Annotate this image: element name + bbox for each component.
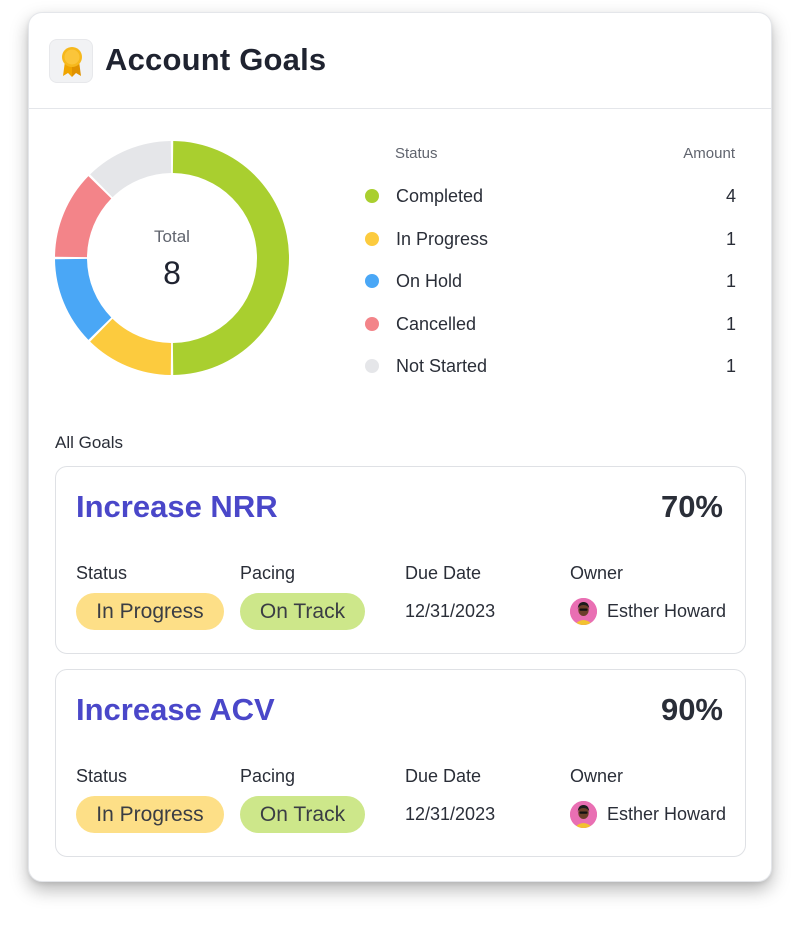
due-date: 12/31/2023 bbox=[405, 804, 496, 824]
legend-label: Completed bbox=[396, 186, 484, 206]
legend-status-heading: Status bbox=[395, 145, 438, 162]
status-badge: In Progress bbox=[76, 796, 224, 833]
avatar bbox=[570, 801, 597, 828]
status-label: Status bbox=[76, 563, 128, 583]
due-date-label: Due Date bbox=[405, 766, 482, 786]
due-date: 12/31/2023 bbox=[405, 601, 496, 621]
legend-amount: 4 bbox=[725, 186, 736, 206]
due-date-label: Due Date bbox=[405, 563, 482, 583]
donut-center-value: 8 bbox=[163, 255, 181, 291]
goal-card-increase-nrr[interactable]: Increase NRR 70% Status Pacing Due Date … bbox=[55, 466, 746, 654]
legend-row-completed: Completed 4 bbox=[365, 184, 736, 208]
goal-percent: 90% bbox=[660, 692, 723, 727]
legend-dot bbox=[365, 274, 379, 288]
pacing-badge: On Track bbox=[240, 796, 365, 833]
owner-label: Owner bbox=[570, 563, 624, 583]
legend-dot bbox=[365, 232, 379, 246]
legend-label: Not Started bbox=[396, 356, 488, 376]
legend-row-in-progress: In Progress 1 bbox=[365, 227, 736, 251]
donut-slice-on-hold bbox=[55, 258, 112, 340]
legend-amount: 1 bbox=[725, 271, 736, 291]
legend-amount: 1 bbox=[725, 229, 736, 249]
legend-row-not-started: Not Started 1 bbox=[365, 354, 736, 378]
owner-label: Owner bbox=[570, 766, 624, 786]
legend-row-on-hold: On Hold 1 bbox=[365, 269, 736, 293]
owner-name: Esther Howard bbox=[607, 804, 727, 824]
goal-title[interactable]: Increase ACV bbox=[76, 692, 275, 727]
avatar bbox=[570, 598, 597, 625]
all-goals-heading: All Goals bbox=[55, 433, 124, 452]
donut-slice-cancelled bbox=[55, 176, 112, 258]
legend-dot bbox=[365, 189, 379, 203]
donut-svg bbox=[55, 141, 289, 375]
status-label: Status bbox=[76, 766, 128, 786]
donut-slice-completed bbox=[172, 141, 289, 375]
card-header: Account Goals bbox=[29, 13, 771, 109]
status-donut-chart: Total 8 bbox=[55, 141, 289, 375]
legend-dot bbox=[365, 317, 379, 331]
donut-slice-in-progress bbox=[90, 318, 172, 375]
legend-label: Cancelled bbox=[396, 314, 477, 334]
award-ribbon-icon bbox=[49, 39, 93, 83]
legend-label: In Progress bbox=[396, 229, 489, 249]
page-title: Account Goals bbox=[105, 42, 327, 77]
pacing-label: Pacing bbox=[240, 766, 296, 786]
owner-name: Esther Howard bbox=[607, 601, 727, 621]
legend-label: On Hold bbox=[396, 271, 463, 291]
legend-amount: 1 bbox=[725, 356, 736, 376]
goal-card-increase-acv[interactable]: Increase ACV 90% Status Pacing Due Date … bbox=[55, 669, 746, 857]
legend-dot bbox=[365, 359, 379, 373]
goal-percent: 70% bbox=[660, 489, 723, 524]
legend-row-cancelled: Cancelled 1 bbox=[365, 312, 736, 336]
legend-amount: 1 bbox=[725, 314, 736, 334]
donut-center-label: Total bbox=[154, 227, 190, 246]
account-goals-card: Account Goals Total 8 Status Amount Comp… bbox=[28, 12, 772, 882]
pacing-badge: On Track bbox=[240, 593, 365, 630]
legend-amount-heading: Amount bbox=[683, 145, 735, 162]
status-badge: In Progress bbox=[76, 593, 224, 630]
donut-slice-not-started bbox=[90, 141, 172, 198]
pacing-label: Pacing bbox=[240, 563, 296, 583]
goal-title[interactable]: Increase NRR bbox=[76, 489, 278, 524]
